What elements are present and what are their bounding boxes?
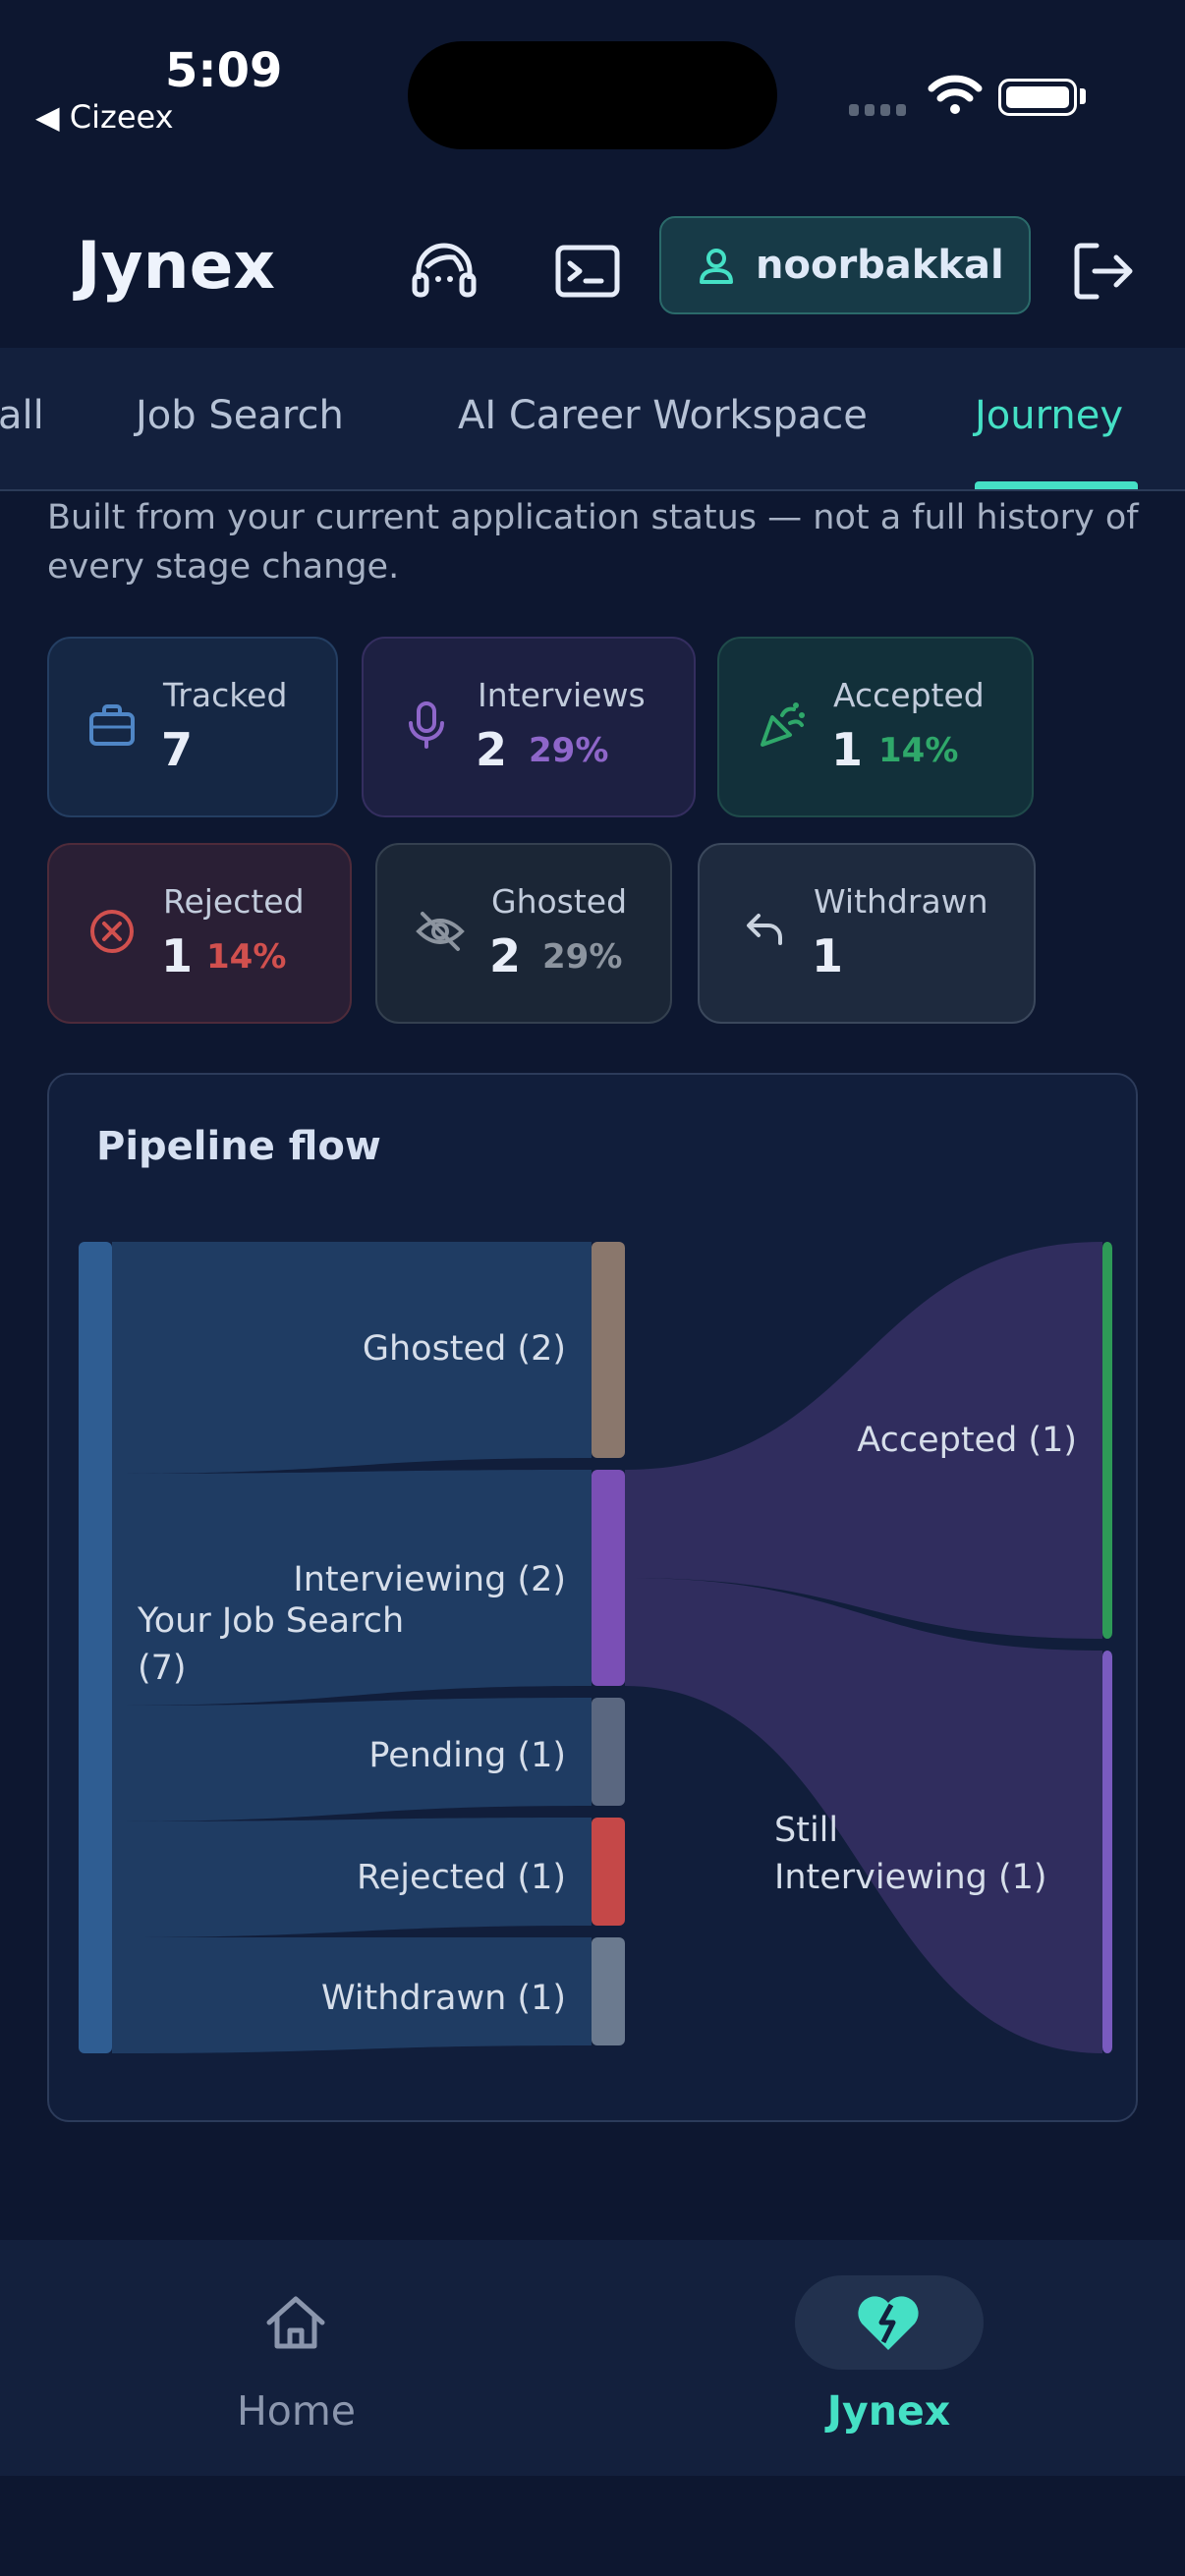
- broken-heart-icon: [858, 2296, 919, 2350]
- wifi-icon: [928, 75, 983, 114]
- user-icon: [700, 249, 733, 284]
- sankey-link-source-ghosted: [112, 1242, 592, 1474]
- stat-label: Interviews: [478, 676, 646, 714]
- stat-value: 1: [161, 929, 194, 982]
- stat-label: Ghosted: [491, 882, 628, 921]
- stat-label: Rejected: [163, 882, 305, 921]
- stat-value: 7: [161, 723, 194, 776]
- dynamic-island: [408, 41, 777, 149]
- stat-label: Withdrawn: [814, 882, 988, 921]
- eye-off-icon: [416, 912, 465, 951]
- stat-card-rejected[interactable]: Rejected 1 14%: [47, 843, 352, 1024]
- active-tab-indicator: [975, 481, 1138, 489]
- stat-percent: 29%: [529, 731, 609, 770]
- sankey-label-accepted: Accepted (1): [857, 1421, 1077, 1460]
- sankey-link-source-withdrawn: [112, 1937, 592, 2053]
- pipeline-flow-panel: Pipeline flow Ghosted (2) Interviewing (2…: [47, 1073, 1138, 2122]
- tab-bar: all Job Search AI Career Workspace Journ…: [0, 348, 1185, 491]
- status-time: 5:09: [165, 43, 283, 98]
- sankey-node-ghosted: [592, 1242, 625, 1458]
- party-popper-icon: [761, 702, 805, 747]
- microphone-icon: [409, 701, 444, 749]
- briefcase-icon: [89, 704, 135, 746]
- status-bar: 5:09 ◀ Cizeex: [0, 0, 1185, 187]
- battery-tip: [1080, 88, 1086, 104]
- nav-jynex[interactable]: Jynex: [592, 2240, 1185, 2476]
- sankey-link-source-rejected: [112, 1818, 592, 1937]
- pipeline-sankey-chart: Ghosted (2) Interviewing (2)Your Job Sear…: [79, 1242, 1112, 2053]
- sankey-node-rejected: [592, 1818, 625, 1926]
- sankey-label-interviewing: Interviewing (2): [293, 1560, 566, 1599]
- app-header: Jynex noorbakkal: [0, 187, 1185, 348]
- sankey-node-interviewing: [592, 1470, 625, 1686]
- x-circle-icon: [90, 910, 134, 953]
- pipeline-flow-title: Pipeline flow: [96, 1124, 381, 1169]
- stat-percent: 14%: [878, 731, 959, 770]
- stat-card-tracked[interactable]: Tracked 7: [47, 637, 338, 817]
- stat-label: Accepted: [833, 676, 985, 714]
- support-headset-icon[interactable]: [409, 236, 480, 307]
- stat-percent: 14%: [206, 937, 287, 977]
- sankey-link-interviewing-still: [625, 1578, 1102, 2053]
- sankey-label-source: Your Job Search (7): [137, 1601, 404, 1688]
- logout-icon[interactable]: [1067, 236, 1138, 307]
- tab-all[interactable]: all: [0, 393, 44, 438]
- terminal-icon[interactable]: [552, 236, 623, 307]
- sankey-node-source: [79, 1242, 112, 2053]
- sankey-node-pending: [592, 1698, 625, 1806]
- stat-card-accepted[interactable]: Accepted 1 14%: [717, 637, 1034, 817]
- nav-jynex-label: Jynex: [826, 2387, 951, 2435]
- stat-value: 1: [812, 929, 844, 982]
- app-logo[interactable]: Jynex: [77, 228, 275, 304]
- user-profile-button[interactable]: noorbakkal: [659, 216, 1031, 314]
- tab-job-search[interactable]: Job Search: [136, 393, 344, 438]
- sankey-label-pending: Pending (1): [368, 1736, 566, 1775]
- tab-ai-career-workspace[interactable]: AI Career Workspace: [458, 393, 868, 438]
- stat-card-interviews[interactable]: Interviews 2 29%: [362, 637, 696, 817]
- sankey-link-source-interviewing: [112, 1470, 592, 1706]
- stat-label: Tracked: [163, 676, 288, 714]
- tab-journey[interactable]: Journey: [975, 393, 1123, 438]
- sankey-node-withdrawn: [592, 1937, 625, 2045]
- sankey-node-still: [1102, 1651, 1112, 2053]
- journey-description: Built from your current application stat…: [47, 498, 1139, 587]
- nav-home[interactable]: Home: [0, 2240, 592, 2476]
- stat-card-withdrawn[interactable]: Withdrawn 1: [698, 843, 1036, 1024]
- sankey-node-accepted: [1102, 1242, 1112, 1639]
- nav-home-label: Home: [236, 2387, 357, 2435]
- sankey-label-ghosted: Ghosted (2): [363, 1329, 566, 1369]
- cellular-signal-icon: [849, 104, 906, 116]
- battery-icon: [998, 79, 1077, 116]
- sankey-link-source-pending: [112, 1698, 592, 1821]
- stat-percent: 29%: [542, 937, 623, 977]
- user-name: noorbakkal: [756, 243, 1004, 288]
- sankey-link-interviewing-accepted: [625, 1242, 1102, 1639]
- stat-value: 1: [831, 723, 864, 776]
- back-to-app-link[interactable]: ◀ Cizeex: [35, 98, 174, 136]
- home-icon: [266, 2296, 325, 2349]
- stat-value: 2: [489, 929, 522, 982]
- sankey-label-still: Still Interviewing (1): [774, 1811, 1047, 1897]
- undo-icon: [747, 914, 782, 945]
- bottom-navigation: Home Jynex: [0, 2240, 1185, 2476]
- sankey-links: [112, 1242, 1102, 2053]
- sankey-label-withdrawn: Withdrawn (1): [321, 1979, 566, 2018]
- stat-value: 2: [476, 723, 508, 776]
- sankey-label-rejected: Rejected (1): [357, 1858, 566, 1897]
- stat-card-ghosted[interactable]: Ghosted 2 29%: [375, 843, 672, 1024]
